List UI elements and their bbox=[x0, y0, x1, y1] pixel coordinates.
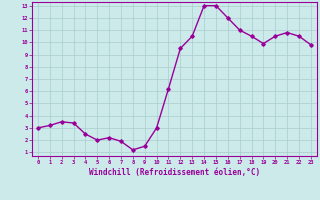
X-axis label: Windchill (Refroidissement éolien,°C): Windchill (Refroidissement éolien,°C) bbox=[89, 168, 260, 177]
